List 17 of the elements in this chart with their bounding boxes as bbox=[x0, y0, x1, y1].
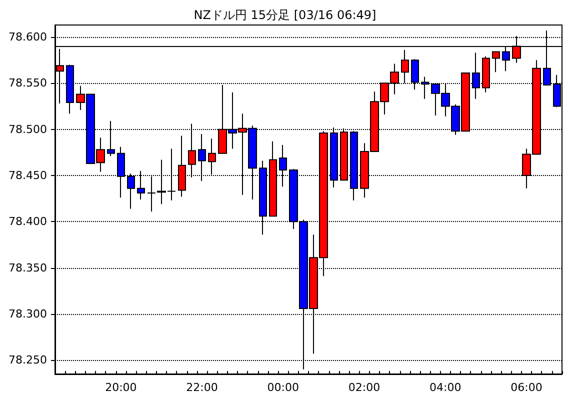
candlestick bbox=[401, 49, 409, 84]
x-tick-label: 02:00 bbox=[348, 381, 380, 394]
y-tick-label: 78.250 bbox=[8, 354, 47, 367]
x-tick-label: 22:00 bbox=[186, 381, 218, 394]
x-tick-label: 20:00 bbox=[105, 381, 137, 394]
candlestick bbox=[492, 51, 500, 73]
y-tick-label: 78.500 bbox=[8, 122, 47, 136]
y-tick-label: 78.400 bbox=[8, 215, 47, 228]
y-tick-label: 78.450 bbox=[8, 168, 47, 182]
y-tick-label: 78.550 bbox=[8, 76, 47, 90]
x-tick-label: 00:00 bbox=[267, 381, 299, 394]
y-tick-label: 78.350 bbox=[8, 261, 47, 274]
y-tick-label: 78.600 bbox=[8, 30, 47, 44]
y-tick-label: 78.300 bbox=[8, 307, 47, 320]
x-tick-label: 04:00 bbox=[430, 381, 462, 394]
chart-title: NZドル円 15分足 [03/16 06:49] bbox=[194, 8, 376, 22]
x-tick-label: 06:00 bbox=[510, 381, 542, 394]
